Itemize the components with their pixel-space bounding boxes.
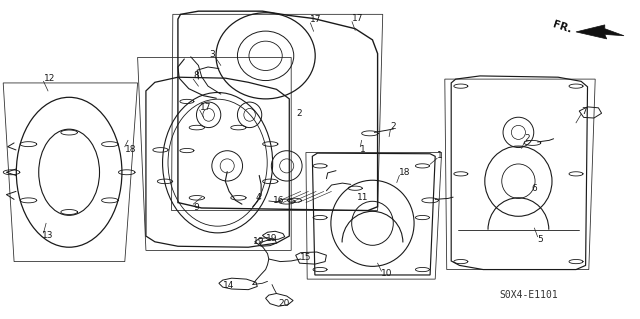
Text: 18: 18: [399, 168, 411, 177]
Text: 17: 17: [310, 15, 322, 24]
Text: 17: 17: [352, 14, 364, 23]
Text: 2: 2: [525, 134, 531, 143]
Text: 15: 15: [300, 253, 311, 262]
Text: 1: 1: [437, 151, 443, 160]
Text: 19: 19: [253, 237, 264, 246]
Text: 2: 2: [296, 109, 302, 118]
Text: 18: 18: [125, 145, 136, 154]
Text: 4: 4: [256, 193, 262, 202]
Text: 1: 1: [360, 145, 366, 154]
Text: 9: 9: [193, 203, 199, 212]
Text: 2: 2: [390, 122, 396, 131]
Text: S0X4-E1101: S0X4-E1101: [499, 290, 558, 300]
Text: 19: 19: [266, 234, 277, 243]
Text: 8: 8: [193, 71, 199, 80]
Text: 20: 20: [278, 299, 290, 308]
Text: 16: 16: [273, 196, 285, 205]
Text: 7: 7: [581, 107, 587, 116]
Text: 5: 5: [538, 235, 543, 244]
Text: FR.: FR.: [551, 19, 573, 35]
Text: 13: 13: [42, 231, 53, 240]
Text: 17: 17: [200, 103, 211, 112]
Text: 12: 12: [44, 74, 55, 83]
Text: 3: 3: [209, 50, 215, 59]
Text: 14: 14: [223, 281, 234, 290]
Text: 11: 11: [357, 193, 369, 202]
Text: 6: 6: [531, 184, 537, 193]
Text: 10: 10: [381, 269, 393, 278]
Polygon shape: [576, 25, 624, 39]
